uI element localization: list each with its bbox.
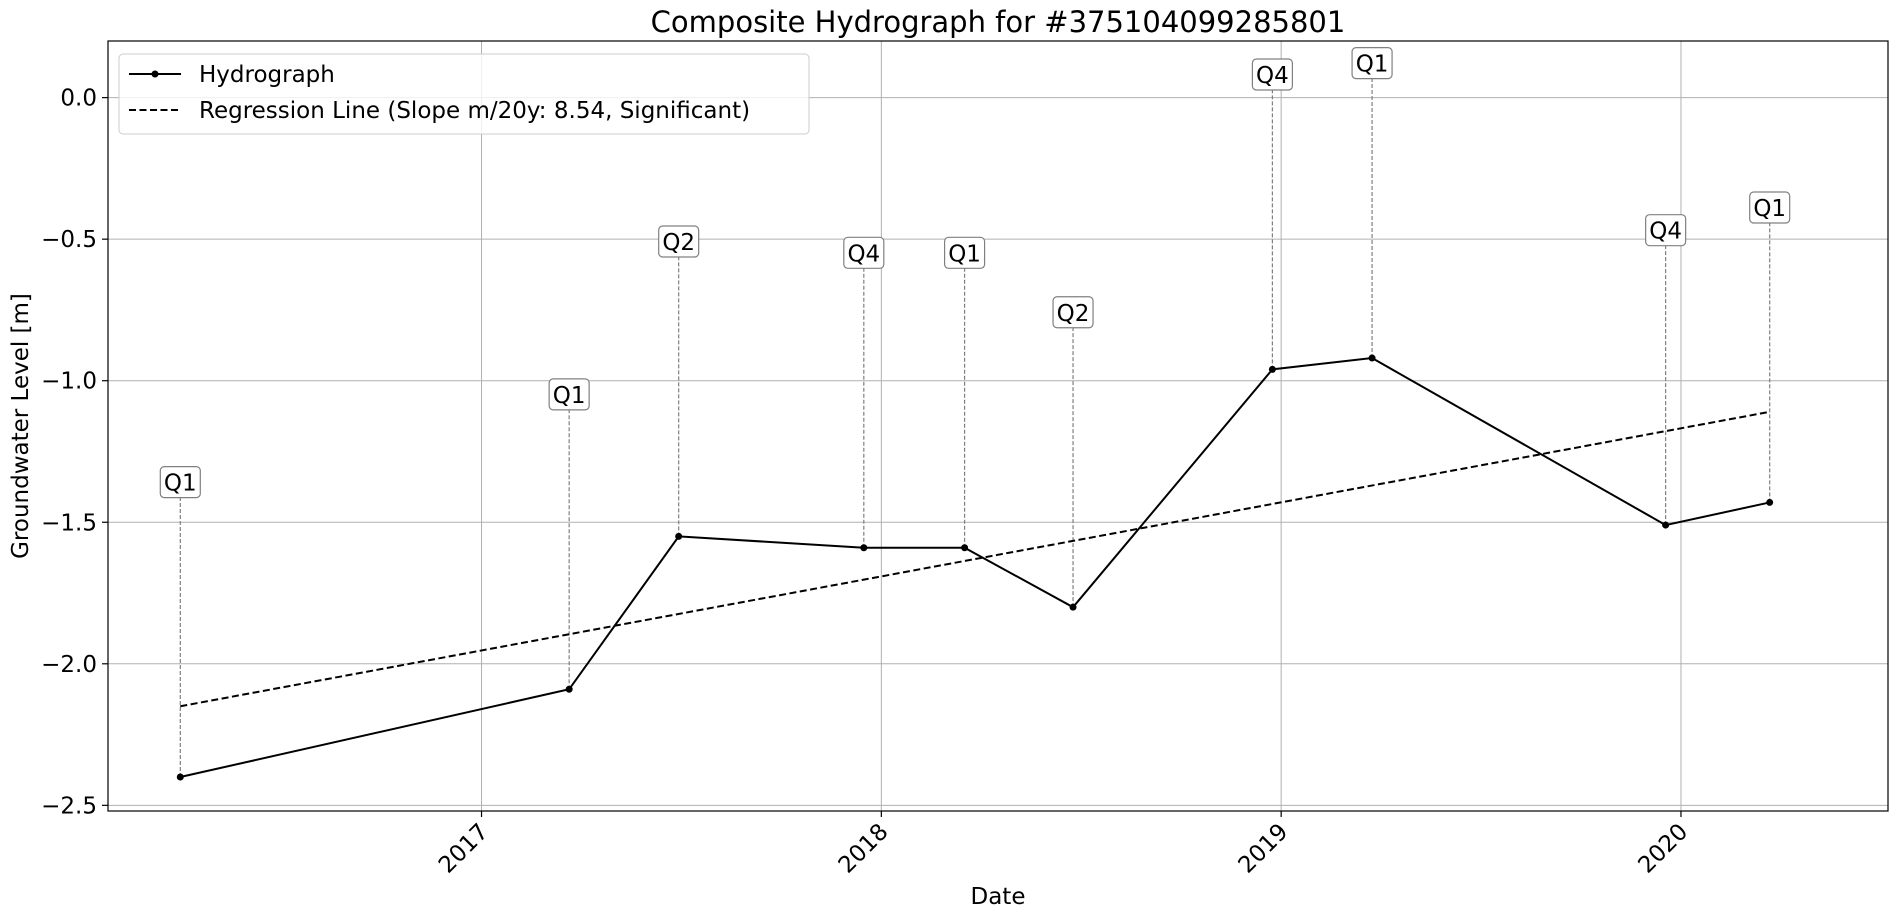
chart-title: Composite Hydrograph for #37510409928580… bbox=[651, 5, 1346, 39]
quarter-annotation-9: Q1 bbox=[1749, 191, 1791, 224]
legend-hydrograph-marker bbox=[151, 70, 159, 78]
annotation-label-9: Q1 bbox=[1753, 196, 1786, 222]
legend: Hydrograph Regression Line (Slope m/20y:… bbox=[118, 53, 810, 135]
x-tick-label-1: 2018 bbox=[834, 819, 894, 879]
y-tick-label-3: −1.5 bbox=[41, 510, 97, 536]
x-tick-label-0: 2017 bbox=[434, 819, 494, 879]
y-tick-label-1: −0.5 bbox=[41, 227, 97, 253]
quarter-annotations: Q1 Q1 Q2 Q4 Q1 Q2 Q4 Q1 Q4 Q1 bbox=[159, 47, 1791, 499]
regression-series bbox=[180, 410, 1770, 708]
quarter-annotation-0: Q1 bbox=[159, 466, 201, 499]
quarter-annotation-7: Q1 bbox=[1351, 47, 1393, 80]
quarter-annotation-5: Q2 bbox=[1052, 296, 1094, 329]
hydrograph-point-4 bbox=[961, 544, 969, 552]
annotation-label-2: Q2 bbox=[662, 230, 695, 256]
annotation-label-6: Q4 bbox=[1256, 63, 1289, 89]
x-axis-ticks: 2017 2018 2019 2020 bbox=[434, 811, 1693, 879]
annotation-label-4: Q1 bbox=[948, 241, 981, 267]
y-tick-label-2: −1.0 bbox=[41, 369, 97, 395]
quarter-annotation-2: Q2 bbox=[658, 225, 700, 258]
annotation-connectors bbox=[179, 63, 1771, 778]
legend-frame bbox=[118, 53, 810, 135]
x-axis-label: Date bbox=[971, 884, 1026, 910]
annotation-box-2 bbox=[658, 225, 700, 258]
annotation-box-4 bbox=[943, 236, 986, 269]
annotation-label-3: Q4 bbox=[847, 241, 880, 267]
quarter-annotation-8: Q4 bbox=[1645, 214, 1687, 247]
hydrograph-point-9 bbox=[1766, 498, 1774, 506]
quarter-annotation-4: Q1 bbox=[943, 236, 986, 269]
annotation-label-5: Q2 bbox=[1057, 301, 1090, 327]
annotation-box-8 bbox=[1645, 214, 1687, 247]
hydrograph-point-6 bbox=[1268, 365, 1276, 373]
grid bbox=[108, 41, 1888, 811]
quarter-annotation-1: Q1 bbox=[548, 378, 590, 411]
annotation-label-1: Q1 bbox=[553, 383, 586, 409]
quarter-annotation-6: Q4 bbox=[1251, 58, 1293, 91]
hydrograph-point-3 bbox=[860, 544, 868, 552]
annotation-box-3 bbox=[843, 236, 885, 269]
annotation-label-8: Q4 bbox=[1649, 219, 1682, 245]
annotation-box-1 bbox=[548, 378, 590, 411]
annotation-label-0: Q1 bbox=[164, 471, 197, 497]
legend-regression-label: Regression Line (Slope m/20y: 8.54, Sign… bbox=[199, 98, 750, 124]
plot-frame bbox=[107, 40, 1889, 812]
annotation-box-5 bbox=[1052, 296, 1094, 329]
legend-hydrograph-label: Hydrograph bbox=[199, 62, 335, 88]
hydrograph-point-7 bbox=[1368, 354, 1376, 362]
y-axis-ticks: 0.0 −0.5 −1.0 −1.5 −2.0 −2.5 bbox=[41, 86, 108, 819]
x-tick-label-3: 2020 bbox=[1633, 819, 1693, 879]
annotation-box-6 bbox=[1251, 58, 1293, 91]
annotation-box-7 bbox=[1351, 47, 1393, 80]
y-tick-label-0: 0.0 bbox=[60, 86, 97, 112]
hydrograph-point-2 bbox=[675, 532, 683, 540]
regression-line bbox=[180, 410, 1770, 708]
hydrograph-point-1 bbox=[565, 685, 573, 693]
hydrograph-series bbox=[176, 354, 1774, 781]
quarter-annotation-3: Q4 bbox=[843, 236, 885, 269]
y-tick-label-5: −2.5 bbox=[41, 793, 97, 819]
x-tick-label-2: 2019 bbox=[1234, 819, 1294, 879]
y-tick-label-4: −2.0 bbox=[41, 652, 97, 678]
hydrograph-point-8 bbox=[1662, 521, 1670, 529]
annotation-label-7: Q1 bbox=[1356, 52, 1389, 78]
hydrograph-point-0 bbox=[176, 773, 184, 781]
annotation-box-9 bbox=[1749, 191, 1791, 224]
hydrograph-line bbox=[180, 357, 1770, 779]
hydrograph-point-5 bbox=[1069, 603, 1077, 611]
annotation-box-0 bbox=[159, 466, 201, 499]
y-axis-label: Groundwater Level [m] bbox=[8, 293, 34, 559]
